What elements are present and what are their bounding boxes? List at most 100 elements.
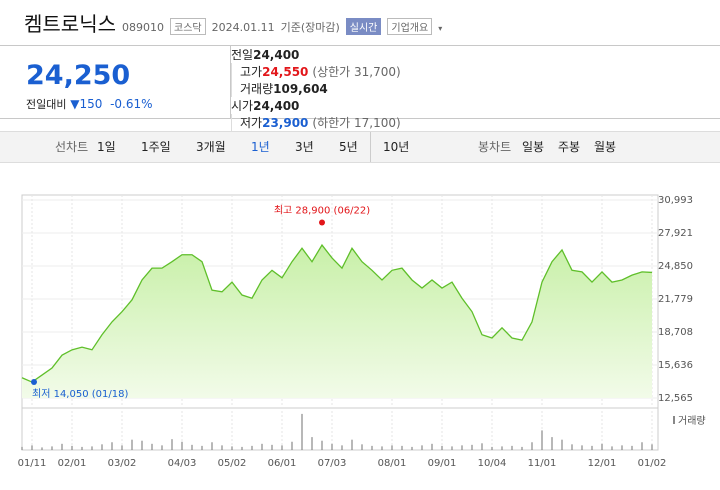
- stat-extra: (상한가 31,700): [312, 65, 401, 79]
- change-rate: -0.61%: [110, 97, 153, 111]
- change: 전일대비 ▼150 -0.61%: [26, 97, 153, 111]
- volume-bar: [81, 446, 83, 450]
- x-tick-label: 07/03: [318, 458, 347, 469]
- x-tick-label: 02/01: [58, 458, 87, 469]
- stat-label: 저가: [240, 116, 263, 130]
- volume-bar: [171, 439, 173, 450]
- y-tick-label: 24,850: [658, 261, 693, 272]
- tab[interactable]: 3개월: [196, 140, 226, 154]
- volume-bar: [651, 444, 653, 450]
- volume-bar: [591, 445, 593, 450]
- volume-bar: [331, 443, 333, 450]
- volume-bar: [461, 445, 463, 450]
- volume-bar: [411, 446, 413, 450]
- basis: 기준(장마감): [280, 21, 340, 34]
- tab[interactable]: 3년: [295, 140, 314, 154]
- volume-bar: [551, 437, 553, 450]
- realtime[interactable]: 실시간: [345, 18, 382, 35]
- x-tick-label: 04/03: [168, 458, 197, 469]
- tab[interactable]: 1주일: [141, 140, 171, 154]
- x-tick-label: 06/01: [268, 458, 297, 469]
- volume-bar: [271, 444, 273, 450]
- volume-bar: [161, 445, 163, 450]
- x-tick-label: 05/02: [218, 458, 247, 469]
- volume-bar: [431, 443, 433, 450]
- tab[interactable]: 월봉: [594, 140, 617, 154]
- low-marker: [31, 379, 37, 386]
- high-label: 최고 28,900 (06/22): [274, 204, 370, 216]
- volume-bar: [371, 445, 373, 450]
- stat-label: 전일: [231, 48, 254, 62]
- divider: [370, 132, 371, 162]
- volume-legend-mark: [673, 416, 675, 424]
- plot-frame: [21, 194, 659, 451]
- stat-cell: 시가24,400: [231, 97, 720, 114]
- volume-bar: [21, 446, 23, 450]
- overview[interactable]: 기업개요: [387, 18, 433, 35]
- tabs: 선차트 1일 1주일 3개월 1년 3년 5년 10년 봉차트 일봉 주봉 월봉: [0, 131, 720, 163]
- y-tick-label: 30,993: [658, 195, 693, 206]
- volume-bar: [321, 440, 323, 450]
- header: 켐트로닉스 089010 코스닥 2024.01.11 기준(장마감) 실시간 …: [24, 8, 442, 37]
- tab-label: 선차트: [55, 140, 89, 154]
- area: [22, 245, 652, 398]
- x-tick-label: 12/01: [588, 458, 617, 469]
- volume-bar: [611, 446, 613, 450]
- volume-bar: [301, 413, 303, 450]
- x-tick-label: 01/02: [638, 458, 667, 469]
- stat-extra: (하한가 17,100): [312, 116, 401, 130]
- volume-bar: [571, 444, 573, 450]
- tab[interactable]: 1일: [97, 140, 116, 154]
- stat-label: 고가: [240, 65, 263, 79]
- volume-bar: [471, 444, 473, 450]
- x-tick-label: 08/01: [378, 458, 407, 469]
- volume-bar: [641, 442, 643, 450]
- change-label: 전일대비: [26, 98, 67, 111]
- volume-bar: [31, 445, 33, 450]
- y-tick-label: 21,779: [658, 294, 693, 305]
- x-tick-label: 11/01: [528, 458, 557, 469]
- stat-label: 시가: [231, 99, 254, 113]
- volume-bar: [521, 446, 523, 450]
- x-tick-label: 03/02: [108, 458, 137, 469]
- volume-bar: [111, 442, 113, 450]
- volume-bar: [281, 445, 283, 450]
- volume-bar: [291, 441, 293, 450]
- high-marker: [319, 219, 325, 226]
- price-box: 24,250 전일대비 ▼150 -0.61%: [0, 45, 231, 119]
- tab[interactable]: 주봉: [558, 140, 581, 154]
- stat-value: 24,550: [262, 65, 309, 79]
- tab[interactable]: 5년: [339, 140, 358, 154]
- volume-bar: [61, 443, 63, 450]
- volume-bar: [621, 445, 623, 450]
- volume-bar: [581, 445, 583, 450]
- volume-bar: [441, 445, 443, 450]
- volume-bar: [101, 444, 103, 450]
- stat-label: 거래량: [240, 82, 274, 96]
- tab[interactable]: 일봉: [522, 140, 545, 154]
- stat-cell: 전일24,400: [231, 46, 720, 63]
- volume-bar: [481, 443, 483, 450]
- volume-bar: [261, 443, 263, 450]
- volume-bar: [201, 445, 203, 450]
- volume-bar: [511, 445, 513, 450]
- market: 코스닥: [170, 18, 206, 35]
- volume-bar: [241, 446, 243, 450]
- x-tick-label: 10/04: [478, 458, 507, 469]
- y-tick-label: 12,565: [658, 393, 693, 404]
- stat-cell: 고가24,550 (상한가 31,700): [231, 63, 720, 80]
- volume-bar: [311, 437, 313, 450]
- tab[interactable]: 1년: [251, 140, 270, 154]
- volume-bar: [141, 440, 143, 450]
- volume-bar: [401, 445, 403, 450]
- volume-bar: [221, 445, 223, 450]
- volume-bar: [91, 446, 93, 450]
- tab[interactable]: 10년: [383, 140, 410, 154]
- stat-cell: 저가23,900 (하한가 17,100): [231, 114, 720, 131]
- volume-bar: [191, 444, 193, 450]
- volume-bar: [421, 445, 423, 450]
- volume-bar: [501, 446, 503, 450]
- volume-bar: [451, 446, 453, 450]
- volume-bar: [351, 439, 353, 450]
